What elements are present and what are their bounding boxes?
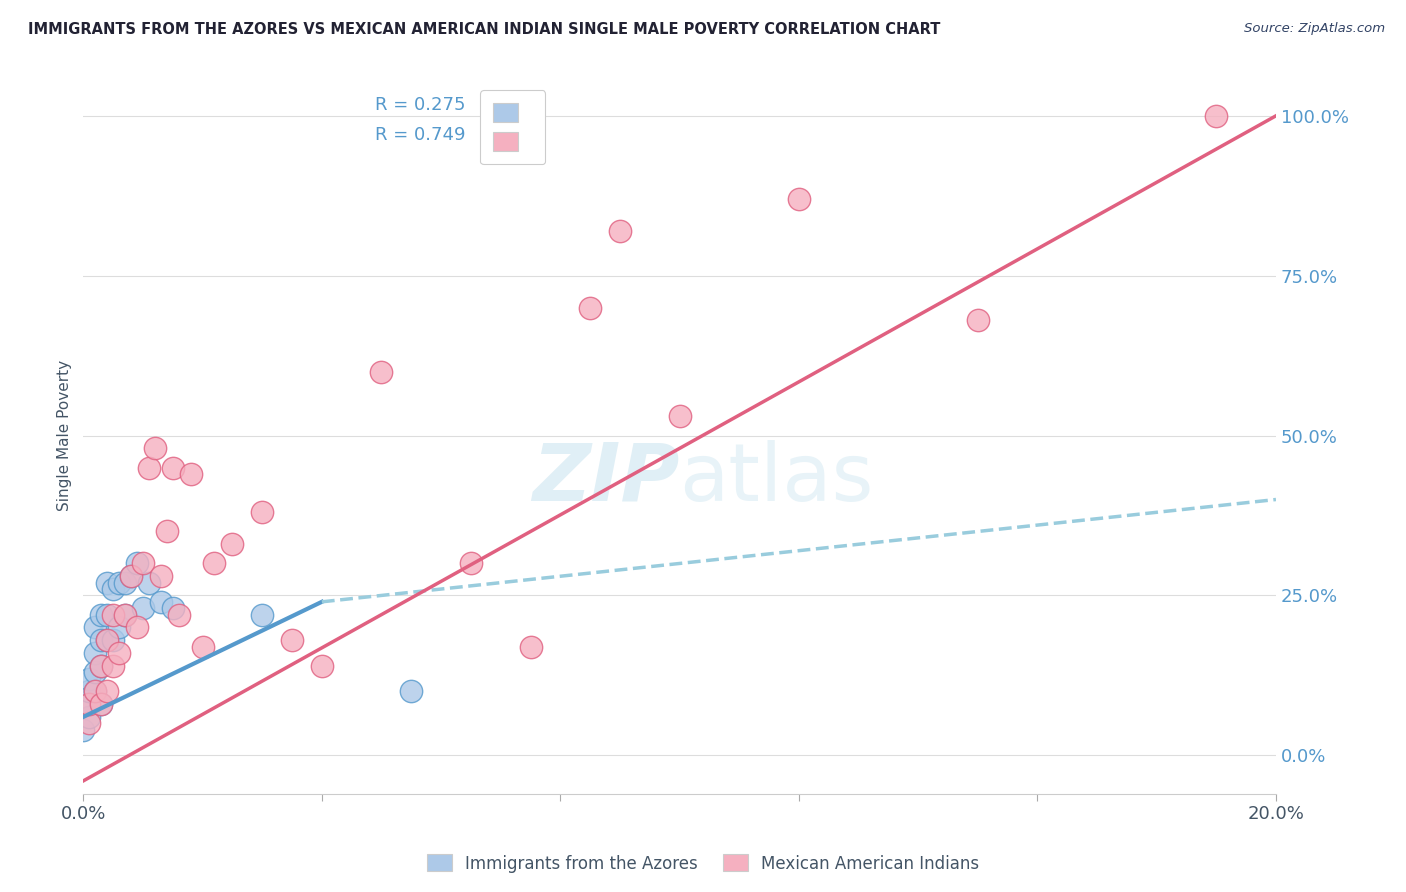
Text: IMMIGRANTS FROM THE AZORES VS MEXICAN AMERICAN INDIAN SINGLE MALE POVERTY CORREL: IMMIGRANTS FROM THE AZORES VS MEXICAN AM…: [28, 22, 941, 37]
Point: [281, 633, 304, 648]
Point: [96, 575, 118, 590]
Point: [250, 505, 273, 519]
Point: [90, 658, 112, 673]
Point: [1205, 109, 1227, 123]
Point: [149, 569, 172, 583]
Point: [460, 557, 482, 571]
Point: [167, 607, 190, 622]
Point: [162, 460, 184, 475]
Text: R = 0.749   N = 36: R = 0.749 N = 36: [375, 126, 546, 144]
Point: [519, 640, 541, 654]
Point: [221, 537, 243, 551]
Point: [101, 607, 124, 622]
Point: [108, 620, 131, 634]
Point: [84, 620, 107, 634]
Point: [77, 672, 100, 686]
Text: ZIP: ZIP: [533, 440, 679, 517]
Point: [96, 633, 118, 648]
Text: Source: ZipAtlas.com: Source: ZipAtlas.com: [1244, 22, 1385, 36]
Legend: , : ,: [481, 90, 546, 164]
Point: [77, 710, 100, 724]
Point: [401, 684, 423, 698]
Point: [84, 665, 107, 680]
Point: [132, 557, 155, 571]
Point: [162, 601, 184, 615]
Point: [204, 557, 226, 571]
Point: [84, 646, 107, 660]
Point: [90, 607, 112, 622]
Point: [72, 723, 94, 737]
Point: [668, 409, 690, 424]
Point: [84, 684, 107, 698]
Point: [114, 607, 136, 622]
Point: [96, 607, 118, 622]
Point: [101, 582, 124, 596]
Point: [101, 658, 124, 673]
Point: [96, 633, 118, 648]
Point: [609, 224, 631, 238]
Y-axis label: Single Male Poverty: Single Male Poverty: [58, 360, 72, 511]
Legend: Immigrants from the Azores, Mexican American Indians: Immigrants from the Azores, Mexican Amer…: [420, 847, 986, 880]
Point: [250, 607, 273, 622]
Point: [966, 313, 988, 327]
Point: [90, 697, 112, 711]
Point: [77, 684, 100, 698]
Point: [579, 301, 602, 315]
Point: [90, 633, 112, 648]
Point: [114, 607, 136, 622]
Point: [787, 192, 810, 206]
Text: R = 0.275   N = 30: R = 0.275 N = 30: [375, 95, 546, 113]
Point: [370, 365, 392, 379]
Point: [96, 684, 118, 698]
Point: [125, 620, 148, 634]
Text: atlas: atlas: [679, 440, 875, 517]
Point: [114, 575, 136, 590]
Point: [132, 601, 155, 615]
Point: [77, 716, 100, 731]
Point: [108, 646, 131, 660]
Point: [180, 467, 202, 481]
Point: [149, 595, 172, 609]
Point: [138, 575, 160, 590]
Point: [191, 640, 214, 654]
Point: [101, 633, 124, 648]
Point: [138, 460, 160, 475]
Point: [90, 697, 112, 711]
Point: [84, 684, 107, 698]
Point: [143, 442, 166, 456]
Point: [108, 575, 131, 590]
Point: [125, 557, 148, 571]
Point: [77, 697, 100, 711]
Point: [120, 569, 142, 583]
Point: [90, 658, 112, 673]
Point: [311, 658, 333, 673]
Point: [77, 697, 100, 711]
Point: [120, 569, 142, 583]
Point: [156, 524, 179, 539]
